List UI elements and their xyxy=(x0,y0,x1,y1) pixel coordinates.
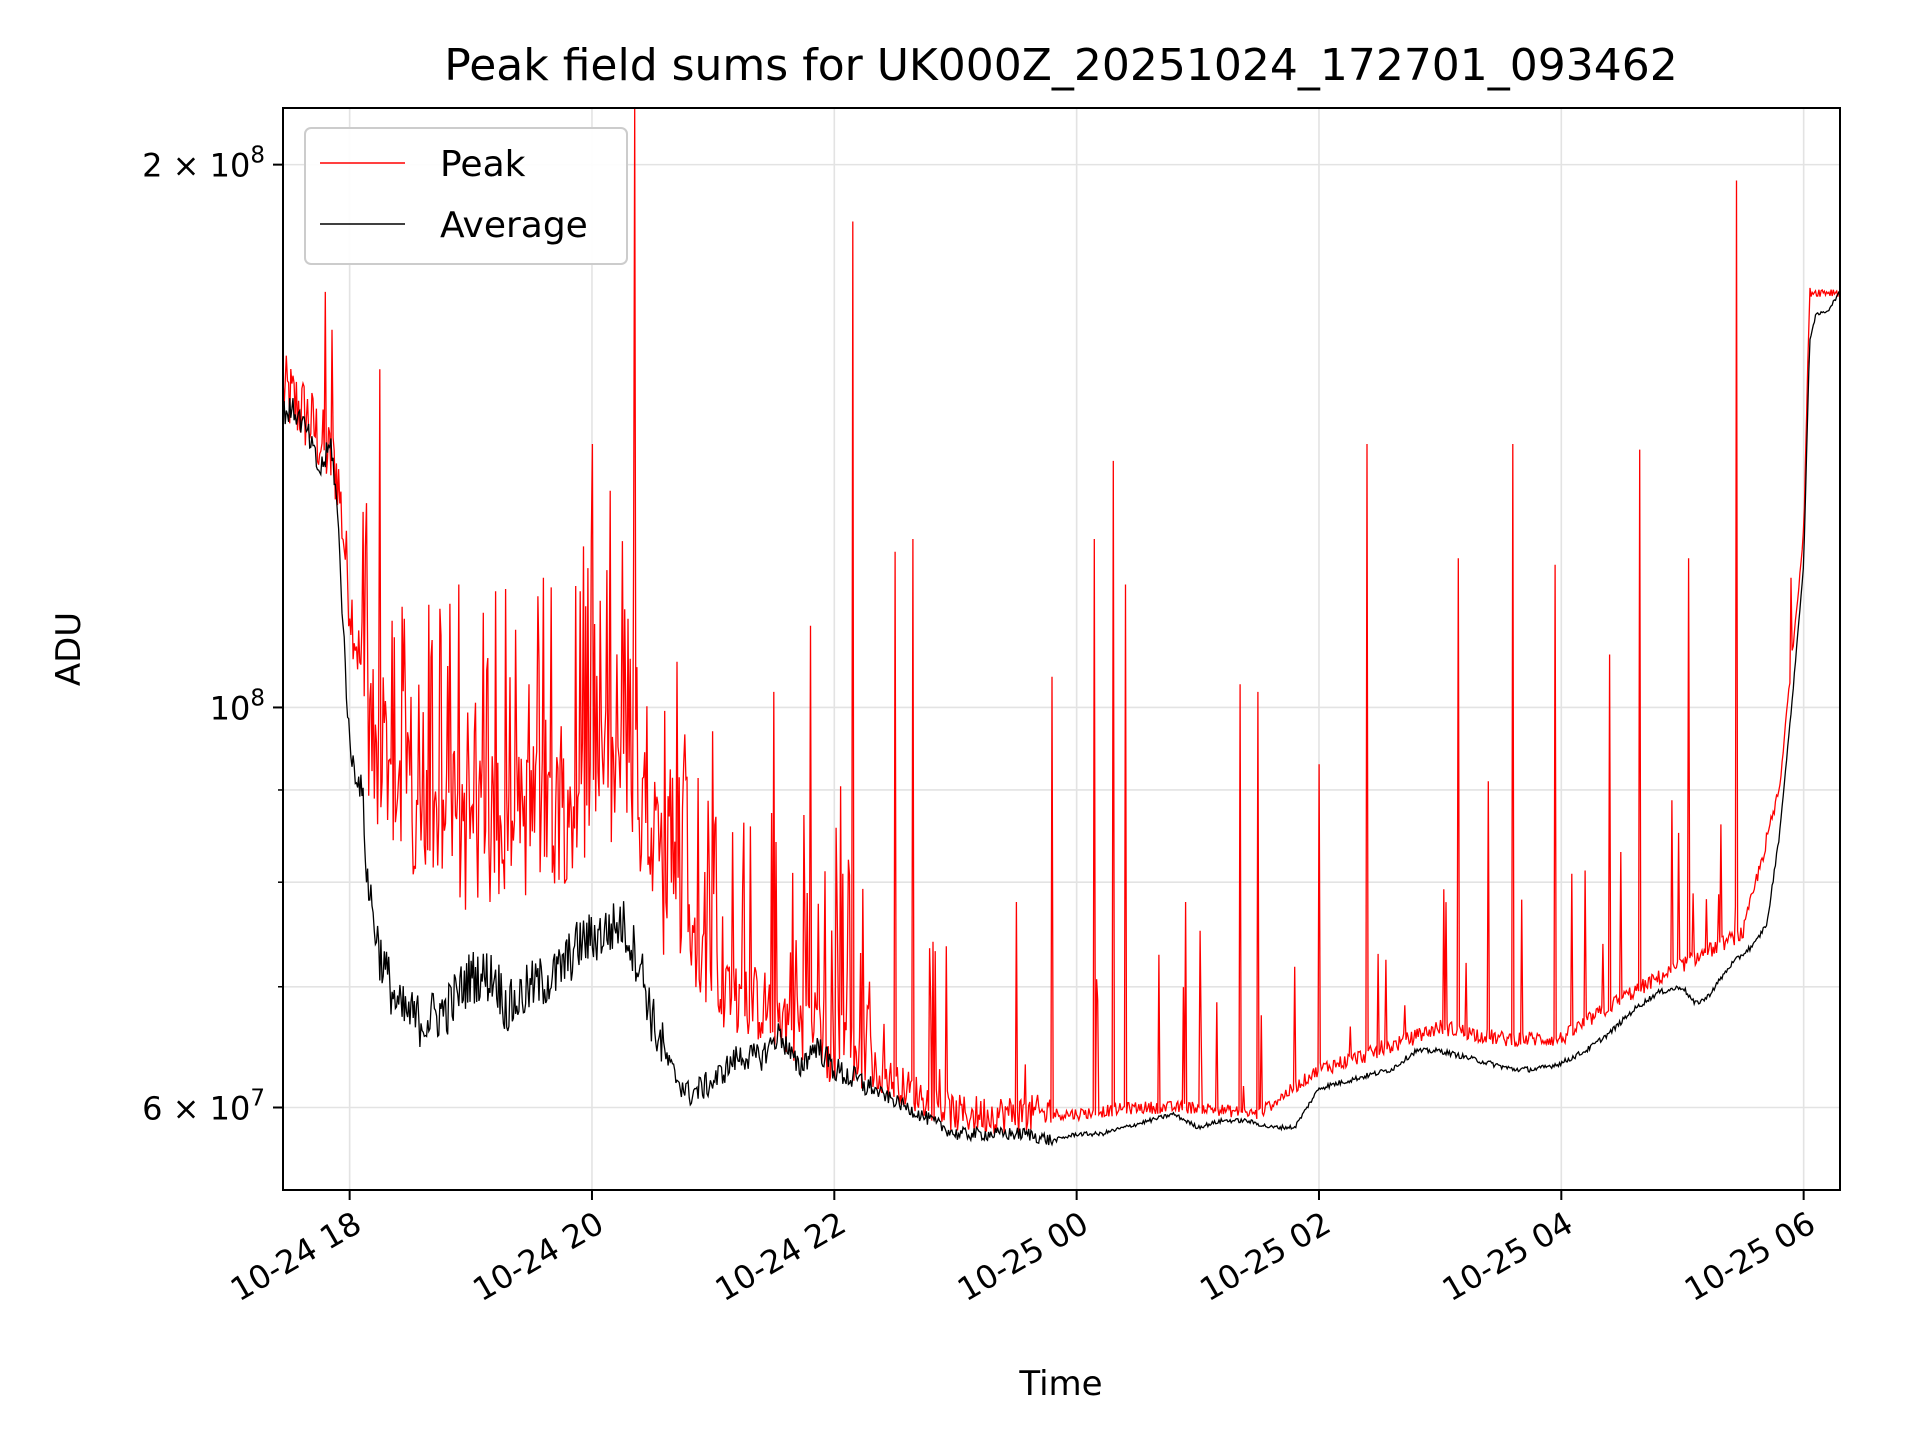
chart-title: Peak field sums for UK000Z_20251024_1727… xyxy=(444,40,1678,91)
legend-label-average: Average xyxy=(440,205,588,246)
legend-label-peak: Peak xyxy=(440,144,526,185)
y-tick-label: 2 × 108 xyxy=(142,143,265,185)
y-tick-label-exponent: 7 xyxy=(250,1085,265,1111)
series-layer xyxy=(282,107,1841,1147)
y-tick-label-base: 2 × 10 xyxy=(142,147,250,185)
legend: Peak Average xyxy=(304,127,628,265)
y-tick-label-exponent: 8 xyxy=(250,143,265,169)
y-tick-label: 6 × 107 xyxy=(142,1085,265,1127)
peak-series-line xyxy=(282,107,1841,1134)
average-series-line xyxy=(282,291,1841,1147)
y-tick-label-exponent: 8 xyxy=(250,685,265,711)
y-tick-label-base: 10 xyxy=(210,689,251,727)
x-axis-label: Time xyxy=(1018,1364,1102,1404)
y-tick-label-base: 6 × 10 xyxy=(142,1089,250,1127)
y-axis-label: ADU xyxy=(49,612,89,686)
y-tick-label: 108 xyxy=(210,685,265,727)
legend-box xyxy=(304,127,628,265)
plot-frame xyxy=(282,107,1841,1191)
